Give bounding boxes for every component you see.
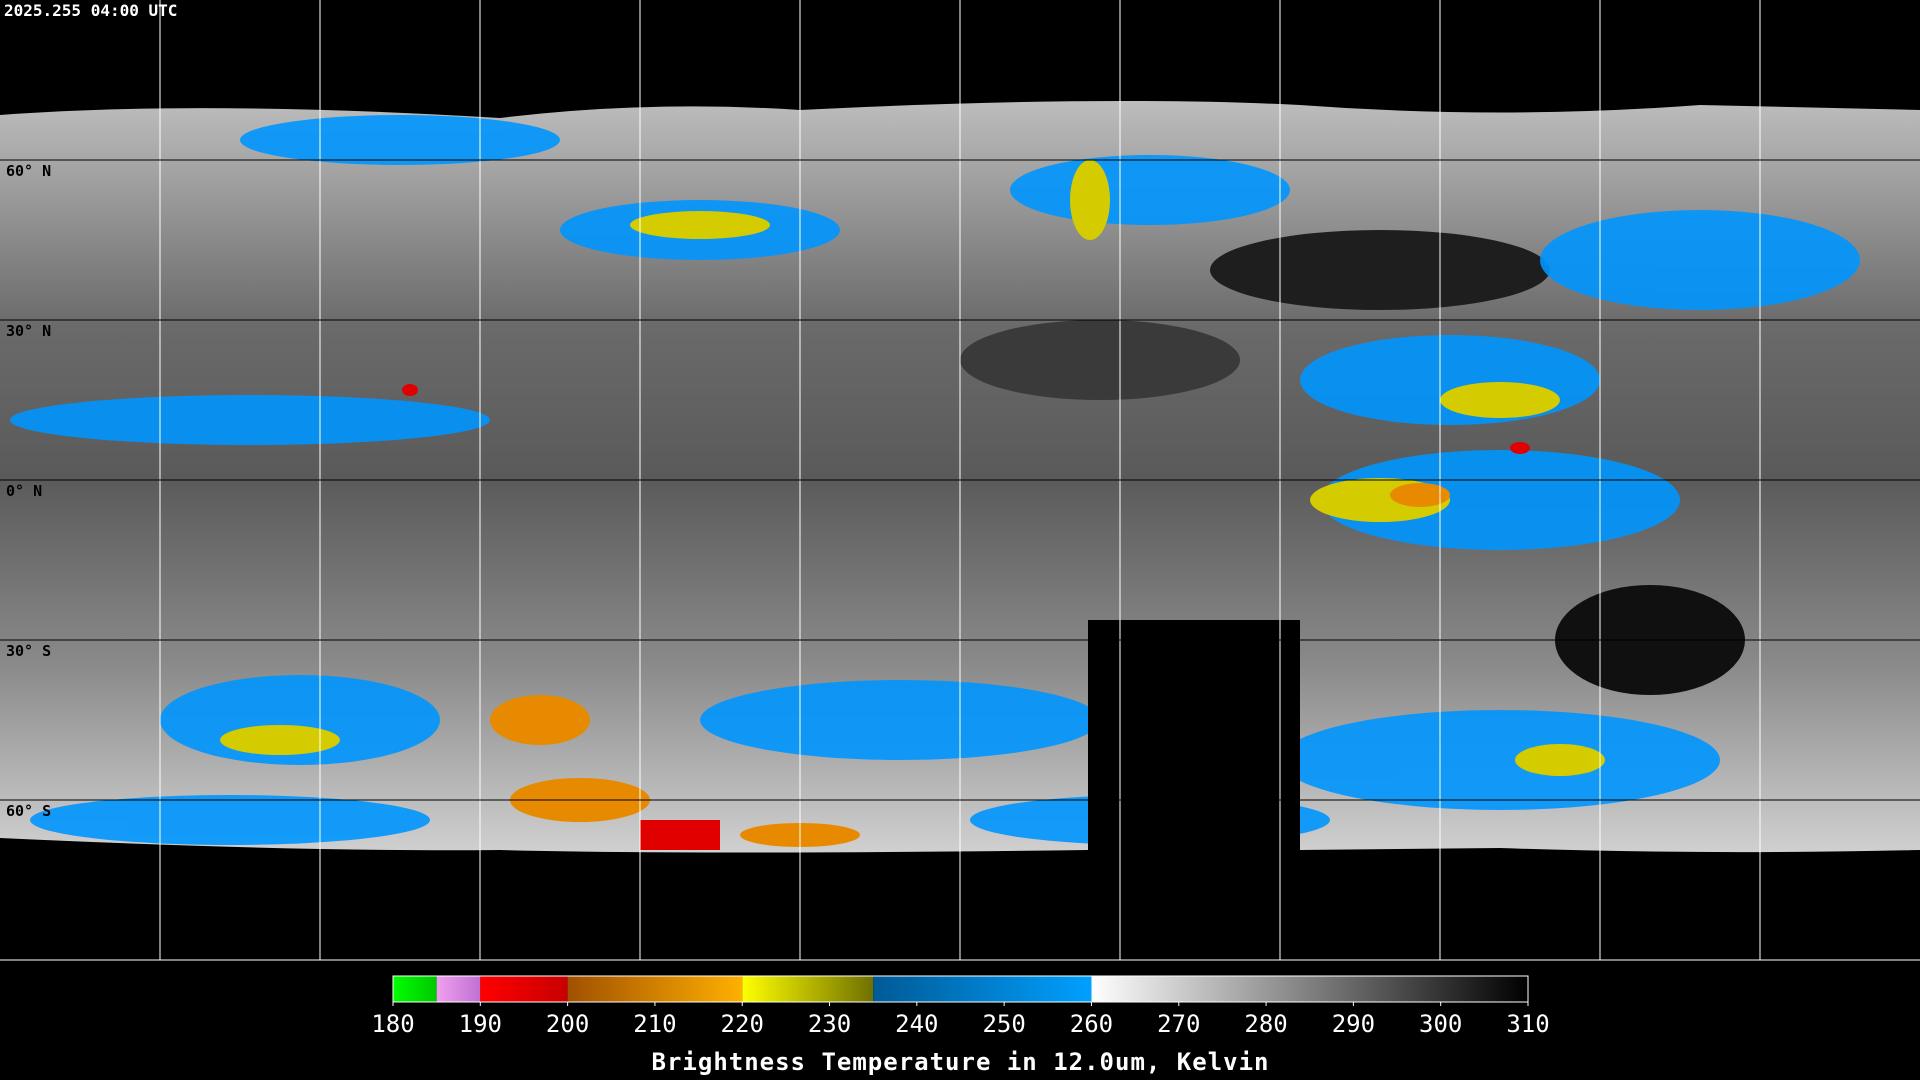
colorbar-tick-label: 250 [982,1010,1025,1038]
colorbar-tick-label: 190 [459,1010,502,1038]
lat-label: 0° N [6,482,42,500]
colorbar-tick-label: 310 [1506,1010,1549,1038]
timestamp: 2025.255 04:00 UTC [4,1,177,20]
lat-label: 60° S [6,802,51,820]
colorbar-segment [567,976,743,1002]
colorbar-tick-label: 210 [633,1010,676,1038]
lat-label: 30° N [6,322,51,340]
colorbar-tick-label: 290 [1332,1010,1375,1038]
colorbar-tick-label: 280 [1244,1010,1287,1038]
colorbar-tick-label: 270 [1157,1010,1200,1038]
colorbar-tick-label: 300 [1419,1010,1462,1038]
lat-labels: 60° N 30° N 0° N 30° S 60° S [6,162,51,820]
colorbar-label: Brightness Temperature in 12.0um, Kelvin [652,1048,1270,1076]
colorbar-segment [393,976,437,1002]
colorbar-segment [436,976,481,1002]
lat-label: 60° N [6,162,51,180]
lat-label: 30° S [6,642,51,660]
colorbar-frame [392,975,1529,1003]
colorbar-tick-label: 200 [546,1010,589,1038]
colorbar-tick-label: 180 [371,1010,414,1038]
colorbar-tick-label: 240 [895,1010,938,1038]
colorbar-tick-label: 230 [808,1010,851,1038]
colorbar-tick-label: 220 [721,1010,764,1038]
colorbar-segment [480,976,568,1002]
colorbar-segment [742,976,874,1002]
lat-lines [0,159,1920,801]
colorbar-segment [873,976,1092,1002]
colorbar-segment [1091,976,1528,1002]
colorbar: 180 190 200 210 220 230 240 250 260 270 280 290 300 3… [371,975,1550,1076]
colorbar-tick-label: 260 [1070,1010,1113,1038]
